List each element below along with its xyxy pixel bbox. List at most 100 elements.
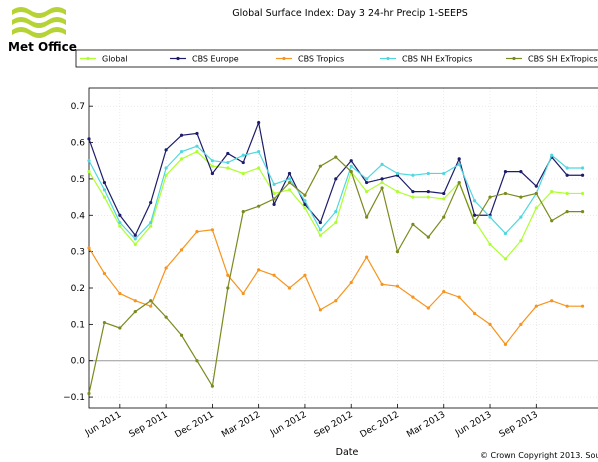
data-point [473, 199, 477, 203]
data-point [380, 162, 384, 166]
data-point [442, 171, 446, 176]
data-point [149, 304, 153, 308]
x-tick-label: Sep 2013 [498, 410, 540, 440]
data-point [102, 180, 107, 185]
data-point [303, 199, 307, 203]
legend-marker [512, 56, 516, 61]
data-point [133, 233, 137, 237]
data-point [473, 213, 477, 217]
data-point [272, 182, 276, 186]
data-point [87, 170, 91, 174]
legend-label: CBS Tropics [298, 55, 344, 64]
data-point [411, 195, 415, 199]
legend-marker [386, 56, 390, 61]
data-point [457, 180, 461, 185]
data-point [257, 150, 261, 154]
data-point [149, 220, 153, 225]
data-point [210, 164, 214, 168]
data-point [442, 215, 446, 219]
data-point [334, 155, 338, 159]
data-point [365, 177, 369, 181]
data-point [334, 177, 338, 181]
x-tick-label: Dec 2011 [173, 410, 215, 440]
data-point [349, 164, 353, 168]
data-point [272, 202, 276, 206]
data-point [226, 286, 230, 290]
data-point [426, 306, 430, 310]
data-point [179, 333, 184, 337]
logo-mark [12, 7, 66, 38]
data-point [565, 210, 569, 214]
data-point [87, 246, 91, 250]
data-point [241, 210, 245, 214]
data-point [365, 190, 369, 194]
data-point [426, 190, 430, 194]
data-point [318, 228, 322, 232]
y-tick-label: 0.3 [71, 248, 85, 258]
data-point [118, 220, 122, 225]
data-point [411, 173, 415, 177]
data-point [473, 311, 477, 316]
data-point [503, 191, 508, 196]
data-point [365, 215, 369, 219]
data-point [241, 160, 245, 165]
x-tick-label: Jun 2012 [268, 410, 308, 439]
data-point [257, 120, 261, 125]
data-point [349, 170, 353, 174]
data-point [195, 359, 199, 363]
data-point [195, 150, 199, 154]
x-tick-label: Mar 2012 [220, 410, 262, 440]
x-tick-label: Mar 2013 [405, 410, 447, 440]
data-point [334, 220, 338, 225]
data-point [303, 193, 307, 197]
data-point [257, 166, 261, 170]
legend-label: Global [102, 55, 128, 64]
logo-text: Met Office [8, 40, 77, 54]
y-tick-label: 0.6 [71, 139, 86, 149]
data-point [164, 166, 168, 170]
data-point [426, 235, 430, 239]
legend-marker [282, 56, 286, 61]
data-point [118, 213, 122, 217]
data-point [395, 171, 400, 176]
data-point [442, 191, 446, 196]
data-point [179, 150, 184, 154]
data-point [210, 228, 214, 232]
data-point [195, 230, 199, 234]
data-point [519, 239, 523, 243]
data-point [550, 299, 554, 303]
data-point [179, 248, 184, 252]
data-point [550, 153, 554, 157]
data-point [102, 271, 107, 276]
y-tick-label: −0.1 [63, 393, 85, 403]
data-point [380, 186, 384, 190]
x-tick-label: Jun 2013 [453, 410, 493, 439]
data-point [272, 191, 276, 196]
data-point [503, 342, 508, 346]
data-point [534, 304, 538, 308]
data-point [380, 177, 384, 181]
series-line [88, 229, 583, 346]
data-point [473, 220, 477, 225]
data-point [164, 148, 168, 152]
data-point [149, 224, 153, 228]
data-point [534, 191, 538, 196]
data-point [411, 295, 415, 299]
data-point [550, 190, 554, 194]
data-point [488, 215, 492, 219]
data-point [133, 237, 137, 241]
data-point [580, 173, 585, 177]
legend-marker [86, 56, 90, 61]
data-point [442, 290, 446, 294]
data-point [272, 273, 276, 277]
data-point [149, 200, 153, 205]
data-point [457, 295, 461, 299]
data-point [519, 215, 523, 219]
data-point [550, 219, 554, 223]
data-point [102, 195, 107, 199]
legend-label: CBS SH ExTropics [528, 55, 598, 64]
x-tick-label: Jun 2011 [83, 410, 123, 439]
data-point [287, 180, 292, 185]
data-point [195, 144, 199, 148]
data-point [102, 188, 107, 192]
